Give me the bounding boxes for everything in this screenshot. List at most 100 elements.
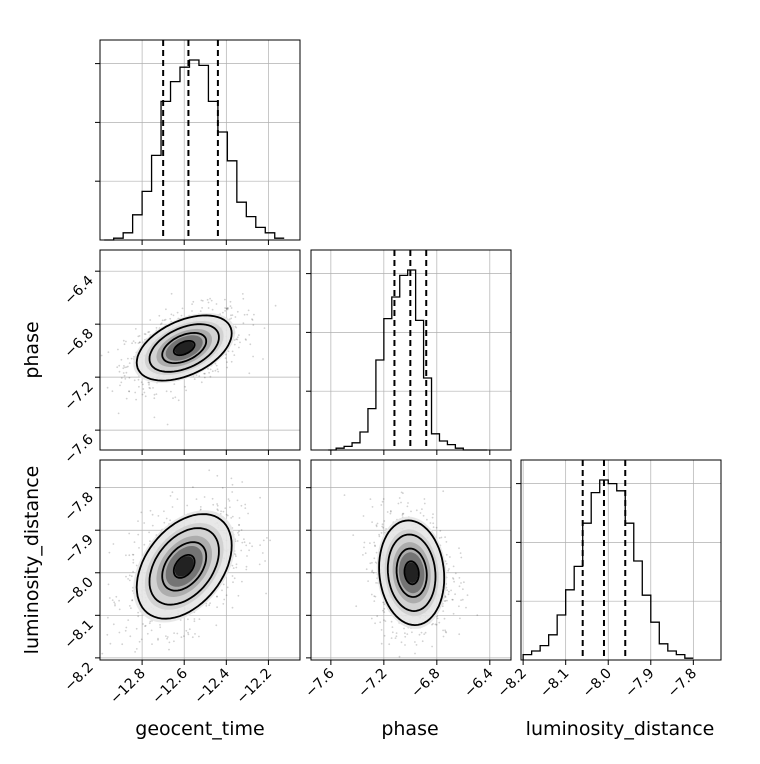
- sample-point: [415, 644, 418, 646]
- sample-point: [423, 633, 426, 635]
- sample-point: [149, 319, 152, 321]
- sample-point: [216, 504, 219, 507]
- sample-point: [144, 395, 147, 398]
- sample-point: [215, 364, 218, 367]
- sample-point: [165, 308, 167, 311]
- sample-point: [446, 599, 448, 602]
- sample-point: [206, 298, 209, 301]
- sample-point: [121, 643, 124, 646]
- sample-point: [274, 304, 277, 307]
- sample-point: [421, 508, 423, 510]
- contour-line: [161, 331, 208, 364]
- sample-point: [135, 648, 138, 650]
- sample-point: [375, 582, 377, 584]
- sample-point: [389, 510, 392, 512]
- panel-frame: [310, 249, 512, 451]
- sample-point: [429, 522, 432, 524]
- sample-point: [225, 594, 228, 597]
- sample-point: [252, 355, 255, 358]
- sample-point: [168, 648, 170, 651]
- sample-point: [236, 338, 239, 341]
- sample-point: [364, 552, 367, 555]
- sample-point: [171, 506, 174, 508]
- sample-point: [248, 542, 251, 545]
- sample-point: [445, 631, 448, 634]
- sample-point: [128, 532, 131, 535]
- sample-point: [388, 643, 391, 646]
- sample-point: [380, 642, 383, 645]
- sample-point: [221, 487, 224, 489]
- sample-point: [134, 341, 137, 344]
- sample-point: [463, 581, 465, 584]
- sample-point: [129, 635, 132, 638]
- sample-point: [191, 303, 194, 305]
- sample-point: [125, 366, 128, 368]
- sample-point: [118, 631, 121, 634]
- sample-point: [144, 624, 147, 627]
- sample-point: [444, 560, 447, 563]
- sample-point: [403, 627, 405, 630]
- sample-point: [410, 510, 412, 513]
- sample-point: [130, 357, 133, 360]
- sample-point: [371, 569, 374, 572]
- sample-point: [391, 626, 394, 628]
- sample-point: [240, 529, 243, 531]
- sample-point: [198, 375, 201, 377]
- sample-point: [224, 298, 226, 301]
- sample-point: [203, 372, 206, 375]
- sample-point: [204, 372, 206, 375]
- x-label-phase: phase: [381, 718, 438, 740]
- y-label-luminosity-distance: luminosity_distance: [21, 466, 43, 655]
- sample-point: [140, 511, 143, 514]
- sample-point: [242, 297, 245, 300]
- sample-point: [244, 507, 247, 509]
- sample-point: [247, 309, 250, 312]
- sample-point: [123, 343, 126, 346]
- sample-point: [389, 512, 392, 515]
- sample-point: [131, 553, 134, 556]
- sample-point: [252, 324, 255, 326]
- contour-line: [148, 323, 220, 373]
- sample-point: [422, 514, 425, 517]
- sample-point: [251, 545, 254, 548]
- sample-point: [100, 354, 103, 357]
- sample-point: [235, 338, 238, 341]
- sample-point: [458, 605, 460, 608]
- sample-point: [123, 374, 126, 377]
- histogram-phase: [328, 269, 488, 451]
- sample-point: [125, 340, 127, 343]
- sample-point: [192, 486, 194, 488]
- sample-point: [235, 566, 238, 569]
- sample-point: [262, 358, 264, 360]
- sample-point: [192, 300, 195, 303]
- sample-point: [224, 357, 227, 359]
- x-label-luminosity-distance: luminosity_distance: [526, 718, 715, 740]
- sample-point: [251, 319, 254, 321]
- sample-point: [185, 389, 188, 392]
- sample-point: [444, 599, 447, 602]
- sample-point: [415, 509, 418, 512]
- sample-point: [128, 390, 130, 393]
- sample-point: [132, 553, 135, 556]
- sample-point: [187, 618, 189, 621]
- sample-point: [208, 604, 211, 607]
- sample-point: [211, 370, 214, 373]
- sample-point: [452, 612, 455, 615]
- sample-point: [120, 358, 123, 361]
- sample-point: [233, 339, 236, 341]
- sample-point: [424, 631, 427, 634]
- sample-point: [108, 597, 111, 599]
- sample-point: [124, 366, 126, 369]
- y-label-phase: phase: [21, 321, 43, 378]
- sample-point: [380, 532, 383, 534]
- sample-point: [211, 308, 214, 311]
- sample-point: [462, 588, 464, 591]
- sample-point: [107, 616, 109, 619]
- sample-point: [420, 631, 423, 634]
- sample-point: [127, 365, 129, 368]
- sample-point: [414, 641, 416, 643]
- sample-point: [460, 599, 462, 601]
- sample-point: [245, 568, 248, 571]
- sample-point: [447, 569, 450, 572]
- sample-point: [165, 390, 168, 393]
